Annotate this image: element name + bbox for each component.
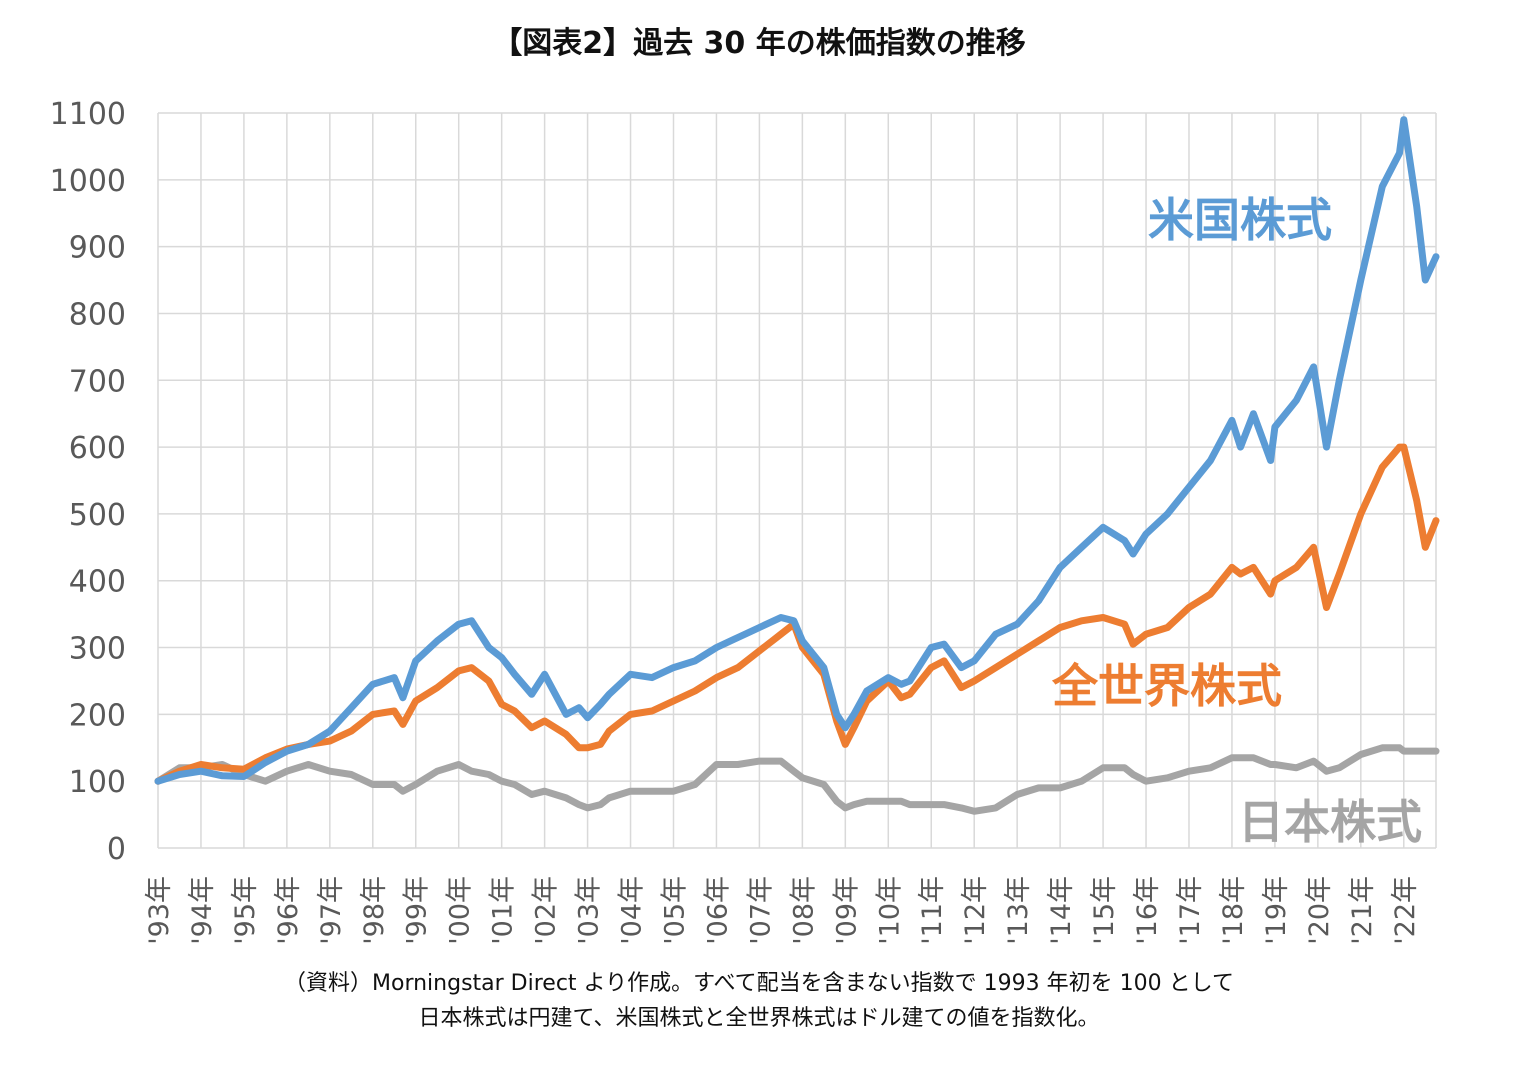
y-tick-label: 800 [69, 297, 126, 332]
y-tick-label: 900 [69, 231, 126, 266]
x-tick-label: '96年 [273, 876, 304, 945]
x-tick-label: '98年 [359, 876, 390, 945]
x-tick-label: '01年 [488, 876, 519, 945]
x-tick-label: '07年 [745, 876, 776, 945]
x-tick-label: '99年 [402, 876, 433, 945]
x-tick-label: '10年 [874, 876, 905, 945]
x-tick-label: '95年 [230, 876, 261, 945]
x-tick-label: '14年 [1046, 876, 1077, 945]
y-tick-label: 200 [69, 698, 126, 733]
x-axis-ticks: '93年 '94年 '95年 '96年 '97年 '98年 '99年 '00年 '01年 '02年… [144, 876, 1421, 945]
y-tick-label: 100 [69, 765, 126, 800]
x-tick-label: '02年 [531, 876, 562, 945]
series-label-world: 全世界株式 [1051, 659, 1282, 713]
x-tick-label: '19年 [1261, 876, 1292, 945]
x-tick-label: '04年 [617, 876, 648, 945]
y-tick-label: 1000 [50, 164, 126, 199]
x-tick-label: '00年 [445, 876, 476, 945]
y-tick-label: 400 [69, 565, 126, 600]
y-tick-label: 700 [69, 364, 126, 399]
x-tick-label: '97年 [316, 876, 347, 945]
series-lines [154, 116, 1440, 815]
y-tick-label: 300 [69, 632, 126, 667]
series-label-us: 米国株式 [1148, 193, 1332, 247]
series-line-us [154, 116, 1440, 785]
y-axis-ticks: 0 100 200 300 400 500 600 700 800 900 1000 1100 [50, 97, 126, 867]
chart-title: 【図表2】過去 30 年の株価指数の推移 [492, 26, 1026, 61]
source-note-line-2: 日本株式は円建て、米国株式と全世界株式はドル建ての値を指数化。 [418, 1006, 1100, 1031]
series-label-japan: 日本株式 [1238, 795, 1422, 849]
x-tick-label: '15年 [1089, 876, 1120, 945]
x-tick-label: '05年 [659, 876, 690, 945]
x-tick-label: '16年 [1132, 876, 1163, 945]
y-tick-label: 500 [69, 498, 126, 533]
x-tick-label: '22年 [1390, 876, 1421, 945]
y-tick-label: 600 [69, 431, 126, 466]
y-tick-label: 1100 [50, 97, 126, 132]
x-tick-label: '11年 [917, 876, 948, 945]
x-tick-label: '18年 [1218, 876, 1249, 945]
source-note-line-1: （資料）Morningstar Direct より作成。すべて配当を含まない指数… [284, 971, 1234, 996]
series-line-japan [154, 744, 1440, 815]
x-tick-label: '08年 [788, 876, 819, 945]
x-tick-label: '17年 [1175, 876, 1206, 945]
x-tick-label: '12年 [960, 876, 991, 945]
x-tick-label: '93年 [144, 876, 175, 945]
y-tick-label: 0 [107, 832, 126, 867]
x-tick-label: '03年 [574, 876, 605, 945]
x-tick-label: '21年 [1347, 876, 1378, 945]
x-tick-label: '20年 [1304, 876, 1335, 945]
series-line-world [154, 443, 1440, 785]
x-tick-label: '13年 [1003, 876, 1034, 945]
x-tick-label: '06年 [702, 876, 733, 945]
x-tick-label: '09年 [831, 876, 862, 945]
x-tick-label: '94年 [187, 876, 218, 945]
